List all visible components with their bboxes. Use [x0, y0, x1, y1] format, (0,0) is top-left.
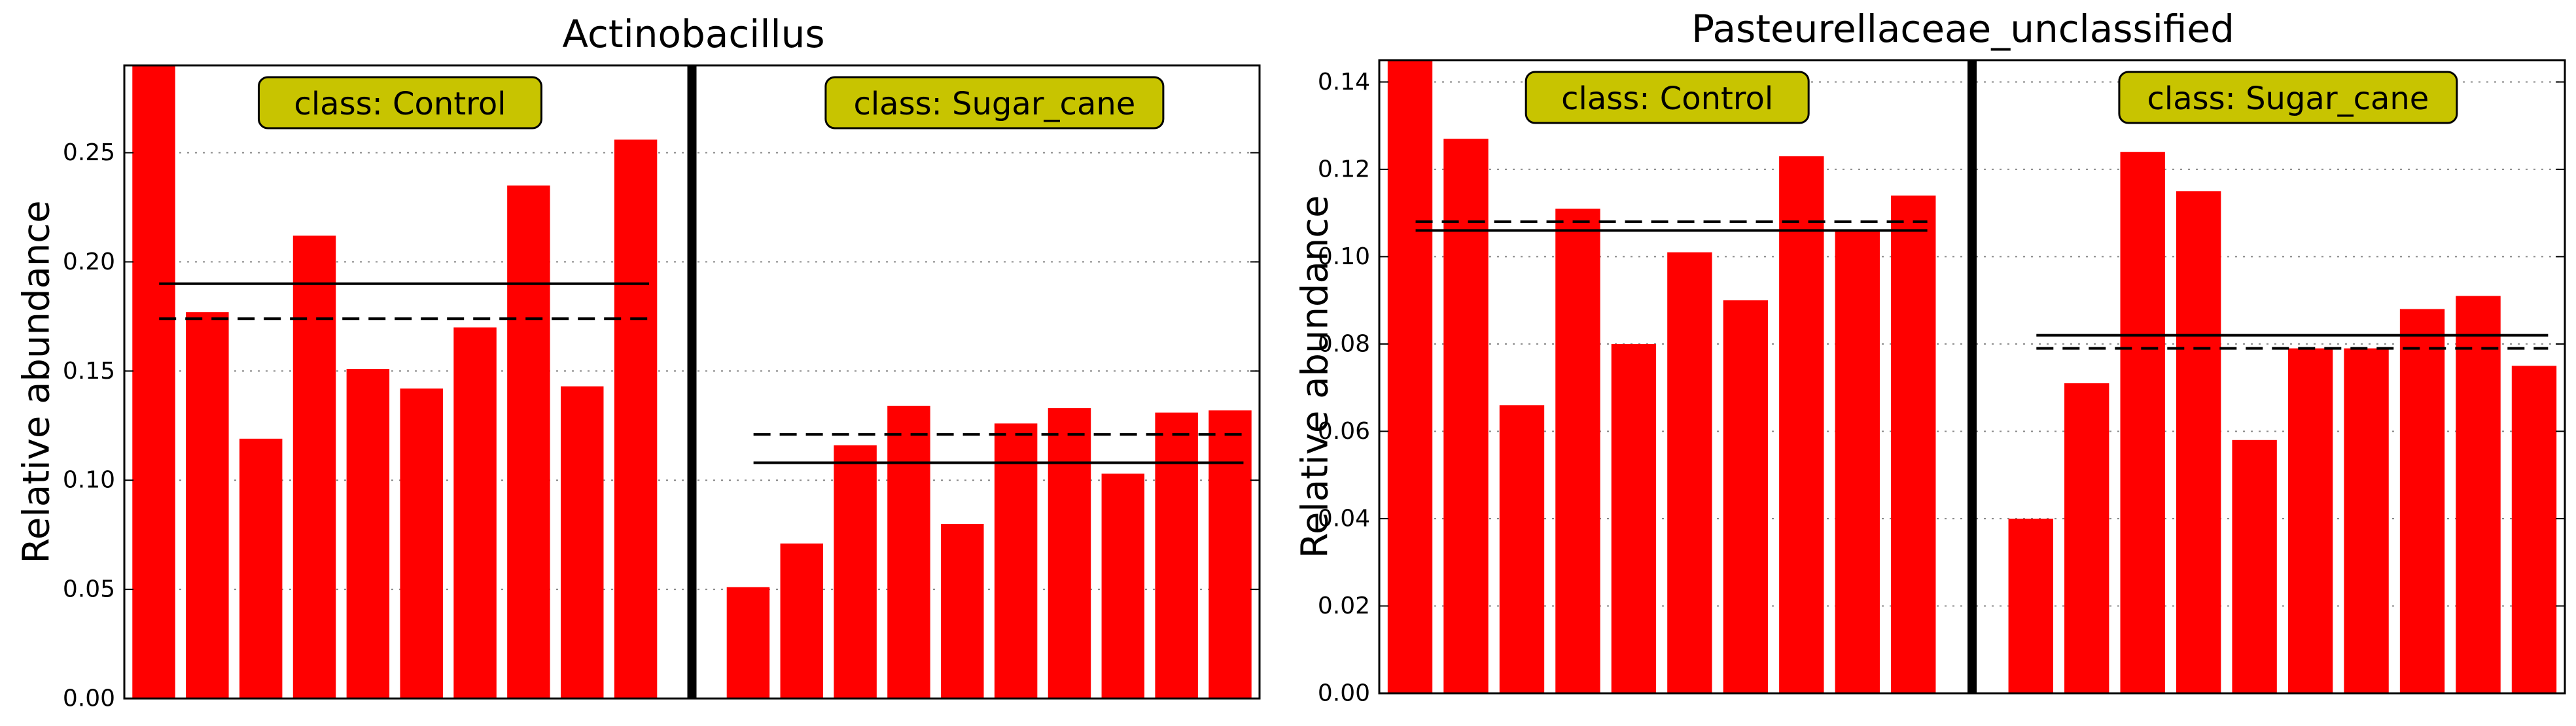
- y-tick-label: 0.25: [63, 139, 115, 166]
- bar: [2344, 348, 2389, 693]
- bar: [780, 544, 824, 699]
- class-label-bg: [257, 76, 542, 130]
- bar: [2399, 309, 2445, 693]
- y-tick-label: 0.00: [63, 685, 115, 712]
- y-axis-label: Relative abundance: [1294, 195, 1337, 558]
- class-label: class: Control: [1561, 80, 1773, 117]
- class-label-bg: [1525, 71, 1810, 124]
- bar: [292, 235, 336, 699]
- bar: [1667, 252, 1712, 694]
- y-tick-label: 0.12: [1318, 156, 1370, 182]
- bar: [1387, 60, 1433, 693]
- bar: [2176, 191, 2221, 693]
- bar: [1101, 474, 1145, 699]
- bar: [2456, 296, 2501, 693]
- y-tick-label: 0.06: [1318, 418, 1370, 445]
- summary-lines: [1415, 220, 2549, 350]
- bar: [1723, 300, 1769, 693]
- bar: [1499, 405, 1545, 693]
- bar: [1835, 230, 1880, 693]
- class-labels: class: Control class: Sugar_cane: [257, 76, 1165, 130]
- y-tick-label: 0.20: [63, 249, 115, 275]
- chart-panel-pasteurellaceae: Pasteurellaceae_unclassified Relative ab…: [1294, 7, 2566, 707]
- class-label-box: class: Control: [257, 76, 542, 130]
- y-axis-label: Relative abundance: [16, 200, 58, 563]
- bar: [994, 423, 1038, 699]
- bar: [2511, 366, 2557, 693]
- bar: [1555, 208, 1600, 693]
- bar: [726, 587, 770, 699]
- class-label-box: class: Sugar_cane: [824, 76, 1165, 130]
- class-label-bg: [2118, 71, 2458, 124]
- bars: [132, 65, 1252, 699]
- bar: [1611, 343, 1657, 693]
- bar: [887, 406, 930, 699]
- bar: [2287, 348, 2333, 693]
- bar: [1209, 410, 1252, 699]
- class-label-bg: [824, 76, 1165, 130]
- class-label: class: Control: [294, 86, 506, 122]
- bar: [834, 445, 877, 699]
- bar: [400, 389, 443, 699]
- bar: [941, 523, 984, 699]
- y-tick-label: 0.08: [1318, 330, 1370, 357]
- bar: [1891, 195, 1936, 693]
- bars: [1387, 60, 2557, 694]
- bar: [1155, 412, 1198, 699]
- bar: [1048, 408, 1091, 699]
- y-tick-label: 0.10: [63, 467, 115, 494]
- y-tick-label: 0.05: [63, 576, 115, 603]
- bar: [346, 368, 390, 699]
- bar: [560, 386, 604, 699]
- y-tick-label: 0.15: [63, 358, 115, 385]
- y-tick-label: 0.04: [1318, 505, 1370, 532]
- bar: [132, 65, 175, 699]
- chart-title: Actinobacillus: [562, 12, 824, 56]
- bar: [2120, 152, 2165, 693]
- bar: [614, 139, 658, 699]
- y-tick-label: 0.10: [1318, 243, 1370, 270]
- chart-panel-actinobacillus: Actinobacillus Relative abundance 0.000.…: [16, 12, 1261, 712]
- bar: [2008, 518, 2053, 693]
- class-label: class: Sugar_cane: [853, 86, 1135, 122]
- bar: [453, 327, 497, 699]
- bar: [2232, 440, 2277, 693]
- class-label-box: class: Sugar_cane: [2118, 71, 2458, 124]
- class-label-box: class: Control: [1525, 71, 1810, 124]
- bar: [507, 185, 550, 699]
- class-labels: class: Control class: Sugar_cane: [1525, 71, 2458, 124]
- class-label: class: Sugar_cane: [2147, 80, 2429, 117]
- bar: [1779, 156, 1824, 694]
- chart-title: Pasteurellaceae_unclassified: [1691, 7, 2234, 51]
- summary-lines: [159, 282, 1244, 464]
- y-ticks: 0.00 0.05 0.10 0.15 0.20 0.25: [63, 139, 1260, 712]
- y-tick-label: 0.00: [1318, 680, 1370, 707]
- bar: [2064, 383, 2109, 693]
- y-tick-label: 0.14: [1318, 69, 1370, 95]
- y-ticks: 0.00 0.02 0.04 0.06 0.08 0.10 0.12 0.14: [1318, 69, 2565, 707]
- bar: [186, 312, 229, 699]
- y-tick-label: 0.02: [1318, 593, 1370, 619]
- bar: [239, 438, 283, 699]
